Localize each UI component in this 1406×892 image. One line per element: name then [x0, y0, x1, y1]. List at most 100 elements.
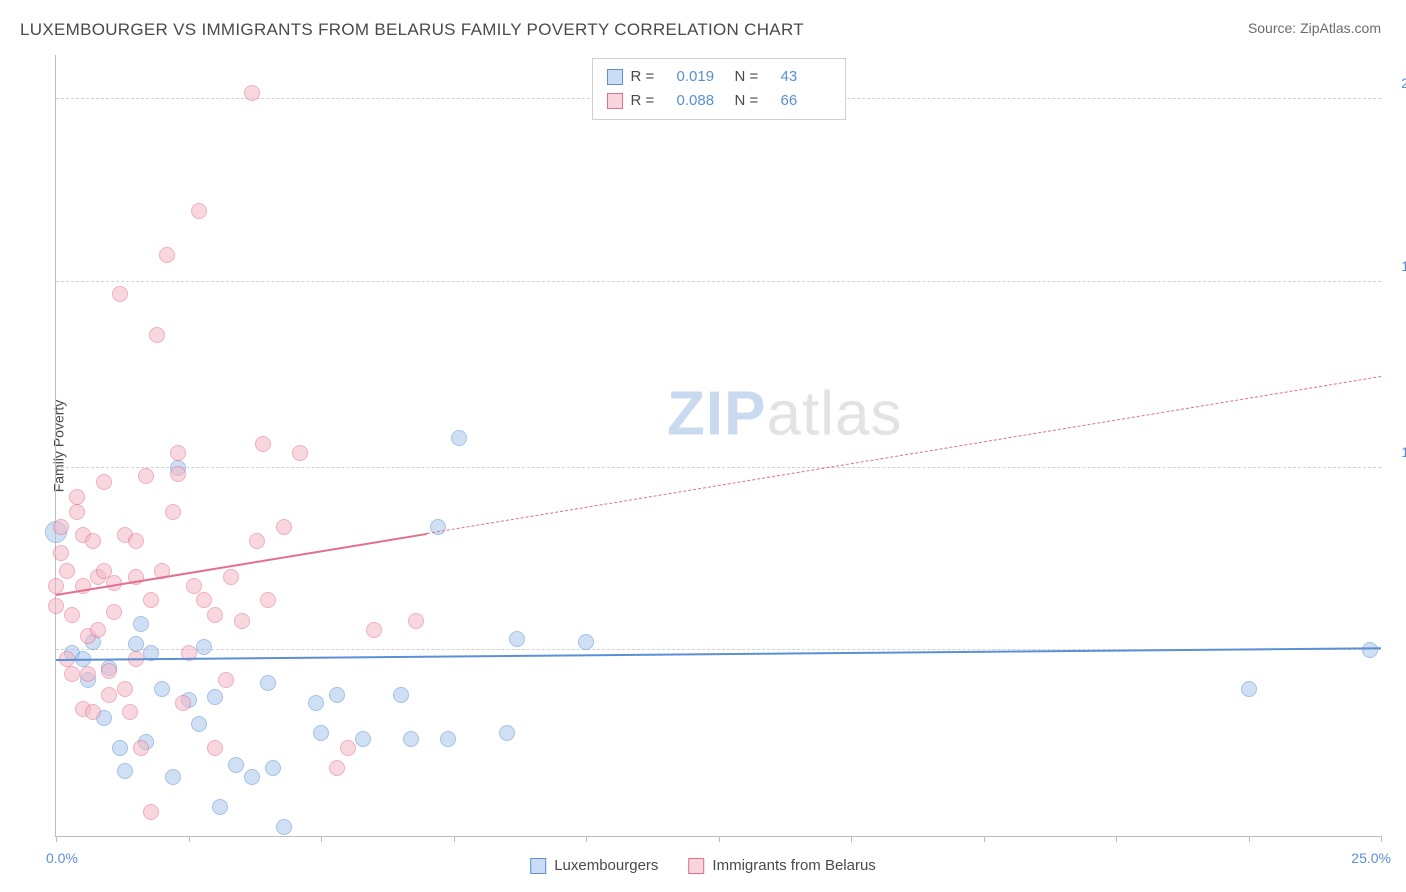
belarus-point: [186, 578, 202, 594]
legend-label: Immigrants from Belarus: [712, 857, 875, 874]
x-tick: [189, 836, 190, 842]
x-tick: [454, 836, 455, 842]
luxembourgers-point: [1241, 681, 1257, 697]
luxembourgers-point: [509, 631, 525, 647]
x-tick: [1116, 836, 1117, 842]
luxembourgers-swatch-icon: [530, 858, 546, 874]
luxembourgers-point: [212, 799, 228, 815]
x-tick: [984, 836, 985, 842]
belarus-point: [48, 598, 64, 614]
gridline: [56, 281, 1381, 282]
legend-label: Luxembourgers: [554, 857, 658, 874]
luxembourgers-point: [329, 687, 345, 703]
n-label: N =: [735, 65, 773, 89]
belarus-point: [218, 672, 234, 688]
luxembourgers-point: [440, 731, 456, 747]
chart-plot-area: ZIPatlas R = 0.019N = 43R = 0.088N = 66 …: [55, 55, 1381, 837]
luxembourgers-point: [165, 769, 181, 785]
belarus-point: [85, 704, 101, 720]
n-label: N =: [735, 89, 773, 113]
x-tick: [1381, 836, 1382, 842]
luxembourgers-point: [191, 716, 207, 732]
belarus-point: [170, 466, 186, 482]
belarus-point: [85, 533, 101, 549]
luxembourgers-point: [228, 757, 244, 773]
belarus-point: [159, 247, 175, 263]
belarus-trendline: [56, 533, 427, 596]
y-tick-label: 6.3%: [1386, 626, 1406, 642]
belarus-point: [143, 804, 159, 820]
belarus-point: [149, 327, 165, 343]
luxembourgers-point: [154, 681, 170, 697]
belarus-point: [133, 740, 149, 756]
n-value: 43: [781, 65, 831, 89]
belarus-point: [170, 445, 186, 461]
belarus-point: [69, 489, 85, 505]
luxembourgers-point: [244, 769, 260, 785]
x-tick: [851, 836, 852, 842]
belarus-point: [329, 760, 345, 776]
luxembourgers-point: [1362, 642, 1378, 658]
belarus-point: [234, 613, 250, 629]
luxembourgers-point: [578, 634, 594, 650]
belarus-point: [249, 533, 265, 549]
luxembourgers-point: [276, 819, 292, 835]
luxembourgers-point: [355, 731, 371, 747]
belarus-point: [223, 569, 239, 585]
luxembourgers-point: [265, 760, 281, 776]
belarus-point: [48, 578, 64, 594]
belarus-swatch: [607, 93, 623, 109]
belarus-point: [90, 622, 106, 638]
luxembourgers-point: [133, 616, 149, 632]
luxembourgers-point: [112, 740, 128, 756]
r-label: R =: [631, 89, 669, 113]
legend-row-belarus: R = 0.088 N = 66: [607, 89, 831, 113]
r-value: 0.019: [677, 65, 727, 89]
y-tick-label: 25.0%: [1386, 75, 1406, 91]
belarus-point: [128, 533, 144, 549]
belarus-point: [276, 519, 292, 535]
gridline: [56, 467, 1381, 468]
belarus-point: [260, 592, 276, 608]
belarus-point: [64, 666, 80, 682]
belarus-point: [175, 695, 191, 711]
luxembourgers-point: [403, 731, 419, 747]
belarus-point: [112, 286, 128, 302]
belarus-point: [53, 545, 69, 561]
luxembourgers-point: [117, 763, 133, 779]
belarus-point: [96, 474, 112, 490]
belarus-point: [340, 740, 356, 756]
belarus-point: [244, 85, 260, 101]
belarus-point: [408, 613, 424, 629]
y-tick-label: 12.5%: [1386, 444, 1406, 460]
belarus-point: [255, 436, 271, 452]
belarus-point: [196, 592, 212, 608]
watermark-atlas: atlas: [766, 380, 902, 449]
luxembourgers-point: [313, 725, 329, 741]
x-axis-max-label: 25.0%: [1351, 850, 1391, 866]
x-tick: [1249, 836, 1250, 842]
belarus-point: [292, 445, 308, 461]
luxembourgers-point: [128, 636, 144, 652]
legend-item-luxembourgers: Luxembourgers: [530, 857, 658, 874]
belarus-point: [64, 607, 80, 623]
luxembourgers-swatch: [607, 69, 623, 85]
y-tick-label: 18.8%: [1386, 258, 1406, 274]
belarus-point: [366, 622, 382, 638]
x-axis-min-label: 0.0%: [46, 850, 78, 866]
belarus-point: [59, 563, 75, 579]
watermark: ZIPatlas: [667, 379, 902, 450]
belarus-point: [143, 592, 159, 608]
r-value: 0.088: [677, 89, 727, 113]
belarus-point: [101, 663, 117, 679]
belarus-point: [80, 666, 96, 682]
watermark-zip: ZIP: [667, 380, 766, 449]
belarus-point: [138, 468, 154, 484]
luxembourgers-point: [207, 689, 223, 705]
belarus-trendline-dash: [427, 376, 1381, 534]
x-tick: [719, 836, 720, 842]
n-value: 66: [781, 89, 831, 113]
correlation-legend: R = 0.019 N = 43R = 0.088 N = 66: [592, 58, 846, 120]
x-tick: [586, 836, 587, 842]
luxembourgers-point: [260, 675, 276, 691]
